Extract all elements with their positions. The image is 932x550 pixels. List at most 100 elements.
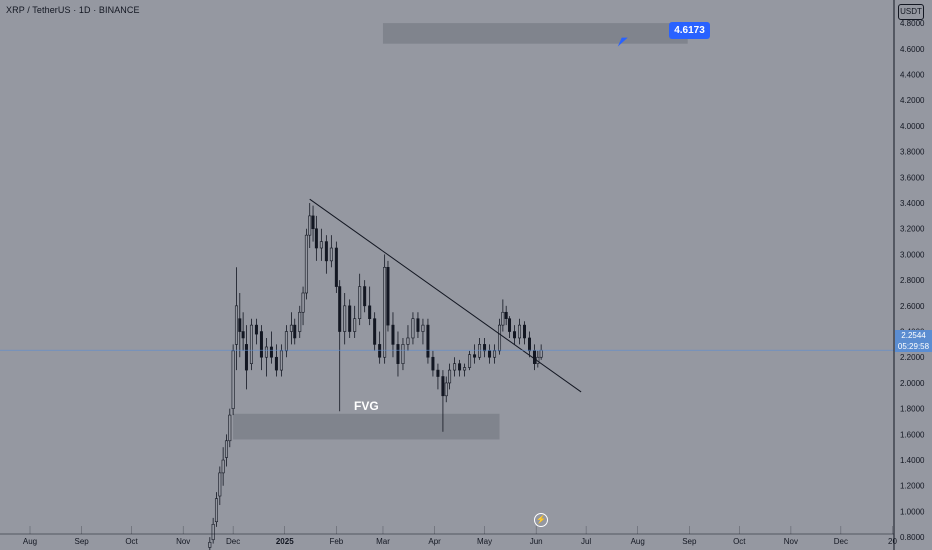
candle-body: [406, 337, 410, 345]
symbol-title: XRP / TetherUS · 1D · BINANCE: [6, 5, 140, 15]
current-price-tag: 2.2544 05:29:58: [895, 330, 932, 352]
candle-body: [301, 292, 305, 313]
candle-body: [221, 459, 225, 474]
candle-body: [363, 286, 367, 307]
candle: [444, 376, 448, 403]
price-tick-label: 1.8000: [900, 405, 925, 414]
time-tick-label: Dec: [226, 537, 240, 546]
candle: [293, 318, 297, 345]
candle-body: [431, 356, 435, 371]
price-tick-label: 2.6000: [900, 302, 925, 311]
candle-body: [304, 234, 308, 294]
candle-body: [426, 324, 430, 358]
candle: [411, 312, 415, 345]
target-price-label[interactable]: 4.6173: [669, 22, 710, 39]
time-tick-label: Apr: [428, 537, 441, 546]
currency-button[interactable]: USDT: [898, 4, 924, 20]
candle-body: [211, 523, 215, 541]
candle: [269, 331, 273, 364]
candle: [319, 228, 323, 261]
candle-body: [421, 324, 425, 332]
price-tick-label: 1.2000: [900, 482, 925, 491]
candle: [391, 312, 395, 358]
candle-body: [259, 331, 263, 358]
candle-body: [289, 324, 293, 332]
candle-body: [224, 440, 228, 458]
candle: [453, 357, 457, 377]
candle-body: [401, 344, 405, 364]
candle: [334, 241, 338, 293]
lightning-icon[interactable]: ⚡: [534, 513, 548, 527]
price-tick-label: 4.4000: [900, 71, 925, 80]
candle: [358, 273, 362, 326]
candle: [368, 286, 372, 326]
candle-body: [249, 324, 253, 364]
candle: [311, 205, 315, 242]
candle: [363, 280, 367, 313]
candle-body: [436, 369, 440, 377]
candle: [241, 312, 245, 351]
candle: [501, 299, 505, 332]
candle-body: [324, 241, 328, 262]
candle-body: [488, 350, 492, 358]
price-tick-label: 1.0000: [900, 507, 925, 516]
candle-body: [498, 324, 502, 352]
candle: [416, 312, 420, 338]
candle-body: [269, 346, 273, 358]
candle: [254, 318, 258, 345]
candle-body: [338, 286, 342, 332]
candle: [386, 260, 390, 332]
candle: [218, 466, 222, 506]
candle-body: [373, 318, 377, 345]
candle-body: [334, 247, 338, 287]
candle-body: [244, 344, 248, 371]
candle-body: [234, 305, 238, 345]
candle: [513, 325, 517, 345]
candle-body: [343, 305, 347, 332]
candle: [249, 318, 253, 371]
candle: [259, 325, 263, 371]
candle-body: [348, 305, 352, 332]
time-axis: Aug Sep Oct Nov Dec 2025 Feb Mar Apr May Jun Jul Aug…: [23, 526, 897, 546]
candle: [234, 267, 238, 371]
price-axis: 4.8000 4.6000 4.4000 4.2000 4.0000 3.8000 3.60…: [900, 19, 925, 542]
candle-body: [218, 472, 222, 497]
candle-body: [264, 346, 268, 358]
candle: [498, 318, 502, 355]
price-tick-label: 1.4000: [900, 456, 925, 465]
candle: [468, 350, 472, 371]
candle: [353, 305, 357, 338]
price-tick-label: 2.8000: [900, 276, 925, 285]
candle-body: [463, 367, 467, 371]
candle-body: [284, 331, 288, 352]
candle-body: [441, 376, 445, 397]
candle-body: [358, 286, 362, 319]
time-tick-label: Sep: [682, 537, 697, 546]
candle-body: [231, 350, 235, 409]
overlay-layer: [0, 37, 894, 393]
candle-body: [518, 324, 522, 339]
candle: [301, 286, 305, 326]
candle: [238, 292, 242, 358]
candle: [284, 325, 288, 358]
time-tick-label: Dec: [834, 537, 848, 546]
candle: [488, 344, 492, 364]
candle: [406, 325, 410, 351]
candle: [383, 254, 387, 364]
candle: [211, 517, 215, 544]
candle-body: [539, 349, 543, 358]
candle-body: [214, 498, 218, 523]
candle: [504, 305, 508, 326]
candle-body: [308, 215, 312, 236]
price-tick-label: 3.0000: [900, 250, 925, 259]
time-tick-label: Aug: [631, 537, 645, 546]
candle: [308, 203, 312, 249]
candle: [343, 292, 347, 345]
candle: [324, 235, 328, 274]
candle: [264, 337, 268, 377]
time-tick-label: Feb: [329, 537, 343, 546]
candle: [426, 318, 430, 364]
time-tick-label: Jul: [581, 537, 591, 546]
